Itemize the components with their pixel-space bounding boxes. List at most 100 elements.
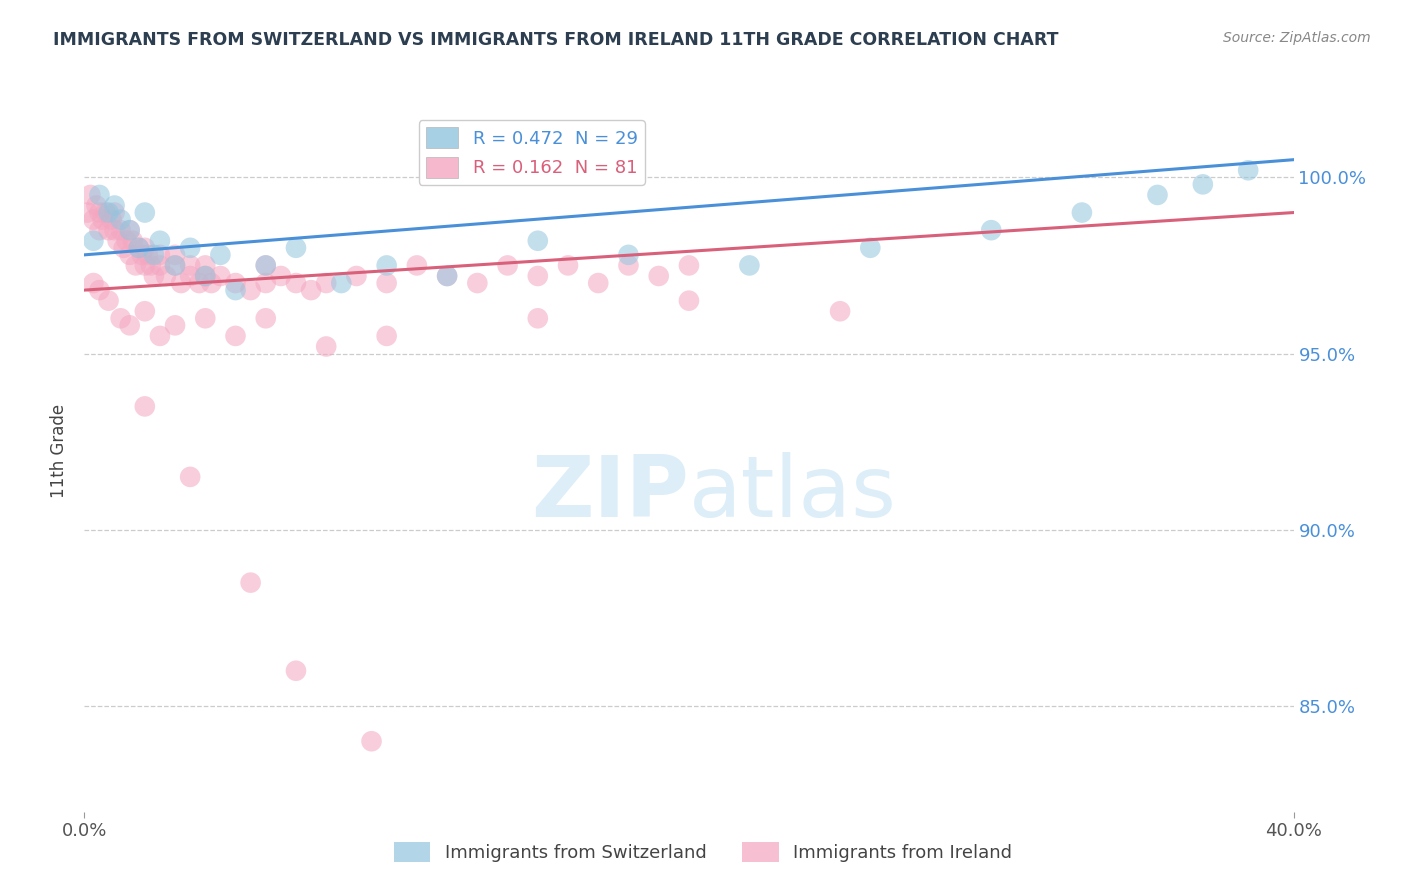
Point xyxy=(89,223,111,237)
Point xyxy=(134,241,156,255)
Point xyxy=(209,248,232,262)
Point xyxy=(527,268,550,283)
Point xyxy=(239,575,262,590)
Point xyxy=(89,205,111,219)
Point xyxy=(112,241,135,255)
Point xyxy=(107,234,129,248)
Point xyxy=(100,212,122,227)
Point xyxy=(254,276,277,290)
Point xyxy=(254,259,277,273)
Point xyxy=(170,276,193,290)
Point xyxy=(118,318,141,333)
Point xyxy=(131,248,153,262)
Point xyxy=(194,268,217,283)
Point xyxy=(254,259,277,273)
Point xyxy=(194,268,217,283)
Point xyxy=(738,259,761,273)
Point xyxy=(496,259,519,273)
Point xyxy=(285,241,308,255)
Point xyxy=(118,223,141,237)
Point xyxy=(299,283,322,297)
Point xyxy=(118,223,141,237)
Point xyxy=(617,248,640,262)
Point xyxy=(134,259,156,273)
Point xyxy=(128,241,150,255)
Point xyxy=(179,259,201,273)
Point xyxy=(82,212,104,227)
Point xyxy=(830,304,852,318)
Point xyxy=(165,248,187,262)
Point xyxy=(165,259,187,273)
Point xyxy=(194,259,217,273)
Point xyxy=(125,259,148,273)
Point xyxy=(142,268,165,283)
Point xyxy=(239,283,262,297)
Point xyxy=(194,311,217,326)
Point xyxy=(980,223,1002,237)
Point xyxy=(200,276,222,290)
Point xyxy=(110,212,132,227)
Point xyxy=(139,259,162,273)
Point xyxy=(155,268,177,283)
Point xyxy=(315,276,337,290)
Point xyxy=(97,205,120,219)
Point xyxy=(179,268,201,283)
Point xyxy=(209,268,232,283)
Point xyxy=(588,276,610,290)
Point xyxy=(89,283,111,297)
Point xyxy=(270,268,292,283)
Point xyxy=(285,276,308,290)
Point xyxy=(375,329,398,343)
Point xyxy=(79,188,101,202)
Text: ZIP: ZIP xyxy=(531,452,689,535)
Point xyxy=(149,259,172,273)
Point xyxy=(104,223,127,237)
Point xyxy=(149,248,172,262)
Point xyxy=(134,205,156,219)
Point xyxy=(97,223,120,237)
Point xyxy=(346,268,368,283)
Point xyxy=(82,234,104,248)
Point xyxy=(118,248,141,262)
Point xyxy=(179,241,201,255)
Y-axis label: 11th Grade: 11th Grade xyxy=(51,403,69,498)
Point xyxy=(678,293,700,308)
Point xyxy=(1237,163,1260,178)
Point xyxy=(527,234,550,248)
Point xyxy=(179,470,201,484)
Point xyxy=(360,734,382,748)
Point xyxy=(142,248,165,262)
Point xyxy=(97,293,120,308)
Point xyxy=(225,283,247,297)
Point xyxy=(375,259,398,273)
Point xyxy=(94,205,117,219)
Point xyxy=(165,318,187,333)
Point xyxy=(285,664,308,678)
Point xyxy=(436,268,458,283)
Point xyxy=(134,304,156,318)
Text: Source: ZipAtlas.com: Source: ZipAtlas.com xyxy=(1223,31,1371,45)
Point xyxy=(254,311,277,326)
Point xyxy=(678,259,700,273)
Point xyxy=(1192,178,1215,192)
Point xyxy=(557,259,579,273)
Text: atlas: atlas xyxy=(689,452,897,535)
Point xyxy=(149,234,172,248)
Point xyxy=(104,205,127,219)
Point xyxy=(225,329,247,343)
Point xyxy=(330,276,353,290)
Point xyxy=(527,311,550,326)
Point xyxy=(436,268,458,283)
Legend: Immigrants from Switzerland, Immigrants from Ireland: Immigrants from Switzerland, Immigrants … xyxy=(387,834,1019,870)
Point xyxy=(617,259,640,273)
Point xyxy=(149,329,172,343)
Point xyxy=(104,198,127,212)
Point xyxy=(467,276,489,290)
Point xyxy=(110,311,132,326)
Point xyxy=(121,234,143,248)
Point xyxy=(315,339,337,353)
Point xyxy=(165,259,187,273)
Point xyxy=(1071,205,1094,219)
Point xyxy=(406,259,429,273)
Point xyxy=(110,223,132,237)
